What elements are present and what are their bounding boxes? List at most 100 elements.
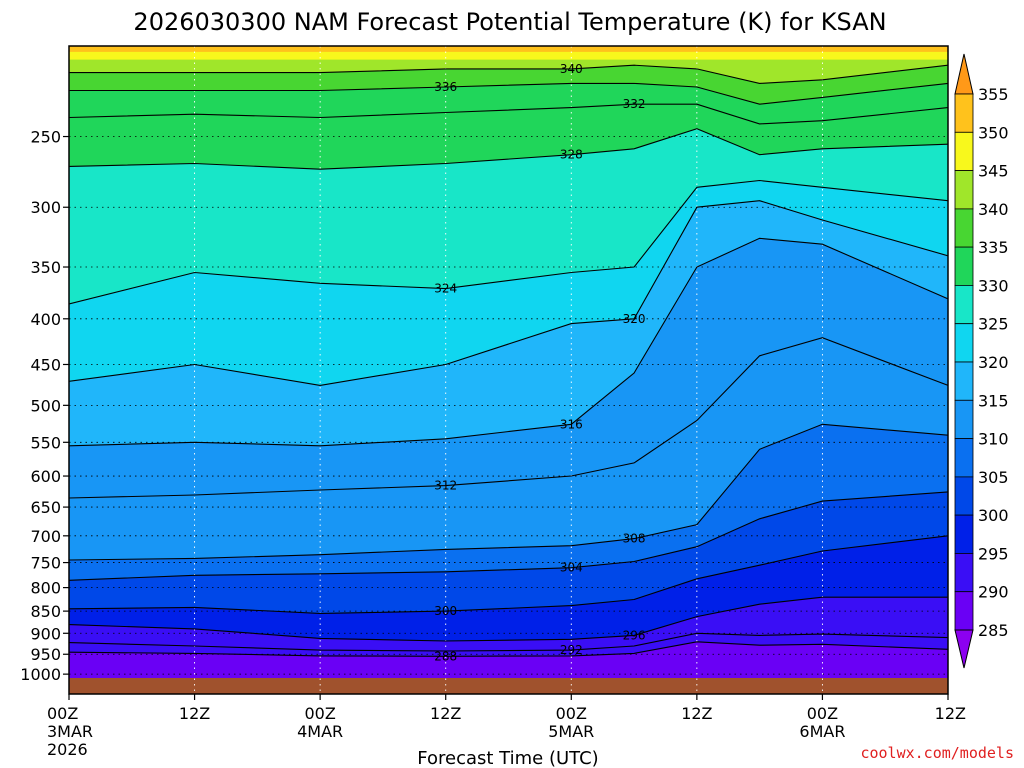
x-axis-label: Forecast Time (UTC) (417, 748, 598, 768)
colorbar-seg-345 (954, 131, 974, 172)
contour-label-320: 320 (623, 312, 646, 326)
x-tick-label-60-1: 12Z (681, 704, 712, 723)
contour-label-332: 332 (623, 97, 646, 111)
contour-line-312 (69, 337, 948, 499)
y-tick-label-650: 650 (30, 498, 61, 517)
colorbar-label-285: 285 (978, 621, 1009, 640)
colorbar-seg-330 (954, 246, 974, 286)
contour-label-328: 328 (560, 148, 583, 162)
x-tick-label-72-1: 00Z (807, 704, 838, 723)
credit-text: coolwx.com/models (860, 744, 1014, 762)
y-tick-label-550: 550 (30, 433, 61, 452)
colorbar-seg-310 (954, 399, 974, 439)
contour-label-312: 312 (434, 479, 457, 493)
plot-border (68, 45, 949, 695)
y-tick-label-300: 300 (30, 198, 61, 217)
y-tick-label-950: 950 (30, 645, 61, 664)
contour-line-300 (69, 535, 948, 614)
contour-line-340 (69, 64, 948, 84)
contour-label-288: 288 (434, 649, 457, 663)
colorbar-seg-285 (954, 591, 974, 631)
contour-line-316 (69, 237, 948, 447)
contour-label-292: 292 (560, 643, 583, 657)
colorbar-seg-320 (954, 323, 974, 363)
contour-line-320 (69, 200, 948, 386)
colorbar-seg-300 (954, 476, 974, 516)
colorbar-top-arrow (954, 53, 974, 95)
colorbar-label-350: 350 (978, 123, 1009, 142)
contour-line-324 (69, 179, 948, 305)
contour-label-300: 300 (434, 604, 457, 618)
y-tick-label-850: 850 (30, 602, 61, 621)
x-tick-label-12-1: 12Z (179, 704, 210, 723)
colorbar-label-300: 300 (978, 506, 1009, 525)
contour-line-336 (69, 82, 948, 105)
contour-label-308: 308 (623, 532, 646, 546)
chart-title: 2026030300 NAM Forecast Potential Temper… (133, 8, 886, 36)
x-tick-label-84-1: 12Z (935, 704, 966, 723)
colorbar-seg-295 (954, 514, 974, 554)
y-tick-label-600: 600 (30, 467, 61, 486)
y-tick-label-800: 800 (30, 579, 61, 598)
contour-line-308 (69, 423, 948, 561)
colorbar-label-290: 290 (978, 583, 1009, 602)
contour-lines (69, 64, 948, 657)
contour-line-288 (69, 641, 948, 657)
y-tick-label-350: 350 (30, 258, 61, 277)
y-tick-label-900: 900 (30, 624, 61, 643)
colorbar-seg-305 (954, 438, 974, 478)
contour-label-324: 324 (434, 282, 457, 296)
colorbar-label-315: 315 (978, 391, 1009, 410)
x-tick-label-0-2: 3MAR (47, 722, 93, 741)
x-tick-label-48-1: 00Z (556, 704, 587, 723)
y-axis: 250 300 350 400 450 500 550 600 650 700 750 800 850 9… (20, 128, 69, 684)
band-348 (69, 46, 948, 52)
colorbar-seg-315 (954, 361, 974, 401)
colorbar-seg-340 (954, 170, 974, 210)
x-tick-label-48-2: 5MAR (548, 722, 594, 741)
colorbar: 355 350 345 340 335 330 325 320 315 310 305 300 295 2… (954, 53, 1009, 669)
x-tick-label-24-1: 00Z (304, 704, 335, 723)
colorbar-label-345: 345 (978, 162, 1009, 181)
x-tick-label-0-3: 2026 (47, 740, 88, 759)
y-tick-label-250: 250 (30, 128, 61, 147)
y-tick-label-1000: 1000 (20, 665, 61, 684)
colorbar-bottom-arrow (954, 629, 974, 669)
y-tick-label-500: 500 (30, 396, 61, 415)
x-tick-label-36-1: 12Z (430, 704, 461, 723)
plot-area: 288 292 296 300 304 308 312 316 320 324 328 332 336 3… (68, 45, 949, 695)
color-fill-bands (69, 46, 948, 694)
x-tick-label-0-1: 00Z (47, 704, 78, 723)
contour-line-328 (69, 128, 948, 170)
contour-label-336: 336 (434, 80, 457, 94)
colorbar-seg-350 (954, 93, 974, 133)
contour-line-304 (69, 491, 948, 581)
y-tick-label-700: 700 (30, 527, 61, 546)
ground-bar (69, 678, 948, 694)
y-tick-label-750: 750 (30, 554, 61, 573)
contour-label-316: 316 (560, 417, 583, 431)
contour-label-304: 304 (560, 561, 583, 575)
colorbar-label-305: 305 (978, 468, 1009, 487)
colorbar-label-325: 325 (978, 315, 1009, 334)
contour-label-296: 296 (623, 628, 646, 642)
colorbar-label-340: 340 (978, 200, 1009, 219)
colorbar-label-295: 295 (978, 544, 1009, 563)
x-tick-label-24-2: 4MAR (297, 722, 343, 741)
y-tick-label-450: 450 (30, 355, 61, 374)
colorbar-label-310: 310 (978, 430, 1009, 449)
colorbar-seg-290 (954, 553, 974, 593)
contour-label-340: 340 (560, 62, 583, 76)
contour-line-292 (69, 632, 948, 652)
colorbar-label-330: 330 (978, 276, 1009, 295)
contour-labels: 288 292 296 300 304 308 312 316 320 324 328 332 336 3… (434, 62, 645, 663)
colorbar-seg-325 (954, 284, 974, 325)
colorbar-label-320: 320 (978, 353, 1009, 372)
colorbar-label-355: 355 (978, 85, 1009, 104)
colorbar-seg-335 (954, 208, 974, 248)
x-tick-label-72-2: 6MAR (799, 722, 845, 741)
colorbar-label-335: 335 (978, 238, 1009, 257)
contour-line-296 (69, 596, 948, 642)
